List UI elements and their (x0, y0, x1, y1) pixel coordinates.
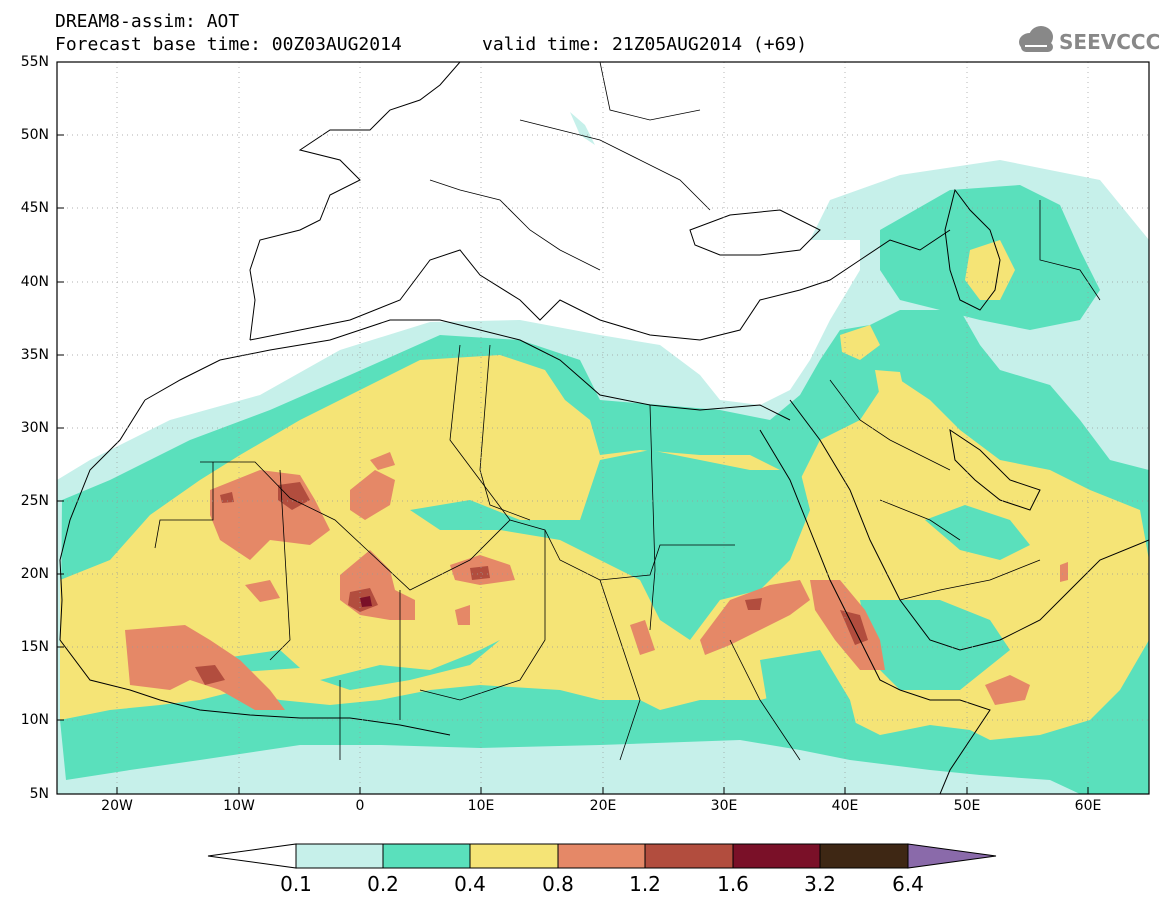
colorbar-label: 0.4 (454, 872, 486, 896)
lat-label: 10N (20, 712, 49, 728)
colorbar-label: 1.6 (717, 872, 749, 896)
lat-label: 15N (20, 639, 49, 655)
valid-time: valid time: 21Z05AUG2014 (+69) (482, 34, 808, 55)
colorbar-label: 0.2 (367, 872, 399, 896)
lon-label: 20W (101, 798, 133, 814)
colorbar-label: 3.2 (804, 872, 836, 896)
lat-label: 25N (20, 493, 49, 509)
aot-band-1.6 (360, 596, 372, 607)
lat-label: 5N (29, 786, 49, 802)
lat-label: 20N (20, 566, 49, 582)
colorbar-swatch-0.2 (382, 843, 471, 869)
title-line-1: DREAM8-assim: AOT (55, 11, 240, 32)
lat-label: 45N (20, 200, 49, 216)
colorbar-swatch-1.6 (732, 843, 821, 869)
lon-label: 0 (355, 798, 365, 814)
coastlines (59, 62, 1149, 794)
axis-ticks (57, 61, 1089, 795)
colorbar-label: 0.8 (542, 872, 574, 896)
lat-label: 55N (20, 54, 49, 70)
colorbar-label: 0.1 (280, 872, 312, 896)
aot-band-0.2-inner (210, 450, 1030, 745)
colorbar-swatch-above-6.4 (907, 843, 997, 869)
colorbar-swatch-1.2 (644, 843, 734, 869)
colorbar-swatch-below-0.1 (207, 843, 297, 869)
forecast-base-time: Forecast base time: 00Z03AUG2014 (55, 34, 402, 55)
lat-label: 30N (20, 420, 49, 436)
lat-label: 40N (20, 274, 49, 290)
colorbar-swatch-3.2 (819, 843, 909, 869)
lon-label: 20E (589, 798, 617, 814)
colorbar-swatch-0.4 (469, 843, 559, 869)
colorbar-swatch-0.8 (557, 843, 646, 869)
lat-label: 35N (20, 347, 49, 363)
colorbar (207, 843, 997, 869)
colorbar-label: 6.4 (892, 872, 924, 896)
grid (57, 62, 1149, 794)
seevccc-logo: SEEVCCC (1017, 22, 1161, 58)
lat-label: 50N (20, 127, 49, 143)
lon-label: 50E (953, 798, 981, 814)
borders (154, 62, 1101, 761)
cloud-icon (1019, 26, 1053, 52)
lon-label: 40E (831, 798, 859, 814)
lon-label: 10W (223, 798, 255, 814)
lon-label: 60E (1074, 798, 1102, 814)
colorbar-label: 1.2 (629, 872, 661, 896)
lon-label: 30E (710, 798, 738, 814)
lon-label: 10E (467, 798, 495, 814)
colorbar-swatch-0.1 (295, 843, 384, 869)
logo-text: SEEVCCC (1059, 30, 1161, 54)
